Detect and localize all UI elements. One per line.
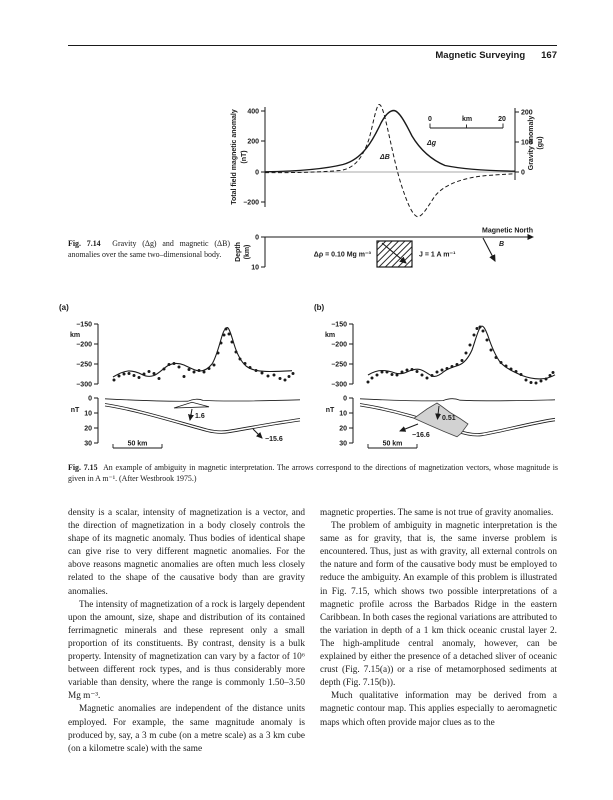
- model-cross-section: [359, 398, 556, 438]
- caption-text: Gravity (Δg) and magnetic (ΔB) anomalies…: [68, 239, 230, 259]
- model-cross-section: [104, 398, 301, 434]
- panel-label: (a): [59, 303, 69, 312]
- caption-label: Fig. 7.14: [68, 239, 101, 248]
- density-contrast-label: Δρ = 0.10 Mg m⁻³: [314, 252, 372, 259]
- layer-magnetization-arrow: [252, 428, 263, 439]
- body-magnetization-value: 0.51: [442, 415, 456, 422]
- tick-label: −300: [76, 382, 92, 389]
- magnetic-axis-title: Total field magnetic anomaly: [231, 109, 238, 205]
- profile-axis: −150 −200 −250 −300 km: [325, 322, 354, 389]
- scale-bar: 50 km: [112, 441, 163, 449]
- tick-label: 0: [255, 170, 259, 177]
- tick-label: −200: [76, 342, 92, 349]
- tick-label: 10: [339, 411, 347, 418]
- depth-section: Magnetic North 0 10 Depth (km) Δρ = 0.10…: [235, 228, 534, 272]
- layer-magnetization-arrow: [399, 423, 419, 432]
- caption-text: An example of ambiguity in magnetic inte…: [68, 463, 558, 483]
- section-axis: 0 10 20 30 nT: [71, 396, 99, 448]
- fig-7-15b-graphic: (b) −150 −200 −250 −300 km: [314, 303, 556, 449]
- tick-label: −200: [243, 200, 259, 207]
- tick-label: 0: [521, 170, 525, 177]
- scale-bar: 0 km 20: [428, 116, 506, 129]
- magnetic-north-label: Magnetic North: [482, 228, 533, 235]
- fig-7-15a-graphic: (a) −150 −200 −250 −300 km: [59, 303, 301, 449]
- depth-axis-unit: (km): [244, 245, 251, 260]
- tick-label: 10: [84, 411, 92, 418]
- paragraph: The problem of ambiguity in magnetic int…: [320, 521, 557, 689]
- paragraph: Much qualitative information may be deri…: [320, 691, 557, 728]
- header-rule: [68, 45, 557, 46]
- observed-data-points: [366, 325, 555, 385]
- magnetization-vector-arrow: [381, 242, 407, 264]
- tick-label: 0: [88, 396, 92, 403]
- right-text-column: magnetic properties. The same is not tru…: [320, 507, 557, 730]
- tick-label: 30: [84, 441, 92, 448]
- section-axis-unit: nT: [326, 407, 335, 414]
- profile-axis-unit: km: [70, 332, 80, 339]
- tick-label: 0: [343, 396, 347, 403]
- tick-label: 100: [521, 140, 533, 147]
- tick-label: −200: [331, 342, 347, 349]
- scale-bar-label: 50 km: [128, 441, 148, 448]
- layer-magnetization-value: −15.6: [265, 436, 283, 443]
- scale-unit: km: [462, 116, 472, 123]
- magnetic-curve: [264, 104, 516, 218]
- tick-label: 10: [251, 265, 259, 272]
- field-vector-label: B: [499, 241, 504, 248]
- panel-label: (b): [314, 303, 325, 312]
- paragraph: magnetic properties. The same is not tru…: [320, 508, 554, 518]
- tick-label: 0: [255, 235, 259, 242]
- caption-label: Fig. 7.15: [68, 463, 98, 472]
- sliver-magnetization-value: 1.6: [195, 413, 205, 420]
- fig-7-15-caption: Fig. 7.15 An example of ambiguity in magn…: [68, 463, 558, 485]
- paragraph: Magnetic anomalies are independent of th…: [68, 704, 305, 754]
- body-magnetization-arrow: [435, 405, 442, 420]
- scale-bar: 50 km: [367, 441, 418, 449]
- gravity-axis-unit: (gu): [537, 136, 544, 149]
- paragraph: density is a scalar, intensity of magnet…: [68, 508, 305, 597]
- running-header: Magnetic Surveying 167: [68, 50, 557, 61]
- model-anomaly-curve: [367, 325, 556, 380]
- page-number: 167: [541, 50, 557, 61]
- tick-label: 30: [339, 441, 347, 448]
- tick-label: −250: [76, 362, 92, 369]
- tick-label: 200: [247, 139, 259, 146]
- magnetic-anomaly-axis: 400 200 0 −200 Total field magnetic anom…: [231, 107, 266, 207]
- magnetization-label: J = 1 A m⁻¹: [419, 252, 456, 259]
- sliver-magnetization-arrow: [188, 408, 194, 421]
- magnetic-axis-unit: (nT): [241, 150, 248, 163]
- tick-label: 400: [247, 109, 259, 116]
- layer-magnetization-value: −16.6: [412, 432, 430, 439]
- tick-label: −150: [76, 322, 92, 329]
- profile-axis: −150 −200 −250 −300 km: [70, 322, 99, 389]
- fig-7-14-graphic: 400 200 0 −200 Total field magnetic anom…: [231, 104, 544, 272]
- gravity-axis-title: Gravity anomaly: [528, 116, 535, 171]
- profile-axis-unit: km: [325, 332, 335, 339]
- scale-bar-label: 50 km: [383, 441, 403, 448]
- scale-max: 20: [498, 116, 506, 123]
- field-vector-arrow: [482, 237, 496, 262]
- observed-data-points: [112, 327, 295, 382]
- depth-axis-title: Depth: [235, 242, 242, 262]
- gravity-curve: [264, 109, 516, 173]
- paragraph: The intensity of magnetization of a rock…: [68, 599, 305, 702]
- tick-label: 20: [339, 426, 347, 433]
- tick-label: −300: [331, 382, 347, 389]
- tick-label: 200: [521, 110, 533, 117]
- chapter-title: Magnetic Surveying: [435, 50, 526, 61]
- tick-label: 20: [84, 426, 92, 433]
- section-axis: 0 10 20 30 nT: [326, 396, 354, 448]
- section-axis-unit: nT: [71, 407, 80, 414]
- oceanic-crust-sliver: [173, 401, 210, 409]
- gravity-curve-label: Δg: [426, 140, 437, 147]
- scale-zero: 0: [428, 116, 432, 123]
- left-text-column: density is a scalar, intensity of magnet…: [68, 507, 305, 756]
- model-anomaly-curve: [112, 326, 293, 378]
- tick-label: −150: [331, 322, 347, 329]
- magnetic-curve-label: ΔB: [379, 154, 390, 161]
- fig-7-14-caption: Fig. 7.14 Gravity (Δg) and magnetic (ΔB) …: [68, 239, 230, 261]
- gravity-anomaly-axis: 200 100 0 Gravity anomaly (gu): [514, 108, 544, 180]
- tick-label: −250: [331, 362, 347, 369]
